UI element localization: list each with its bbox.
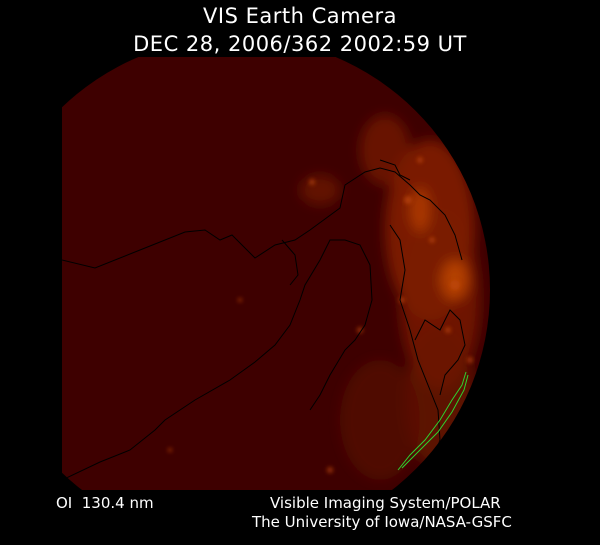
wavelength-label: OI 130.4 nm — [56, 494, 154, 512]
credit-line-1: Visible Imaging System/POLAR — [270, 494, 501, 512]
aurora-speckles — [168, 157, 473, 473]
green-overlay-contour — [397, 371, 469, 471]
credit-line-2: The University of Iowa/NASA-GSFC — [252, 513, 512, 531]
coastlines — [62, 159, 466, 481]
image-title: VIS Earth Camera — [203, 4, 397, 28]
timestamp: DEC 28, 2006/362 2002:59 UT — [133, 32, 467, 56]
